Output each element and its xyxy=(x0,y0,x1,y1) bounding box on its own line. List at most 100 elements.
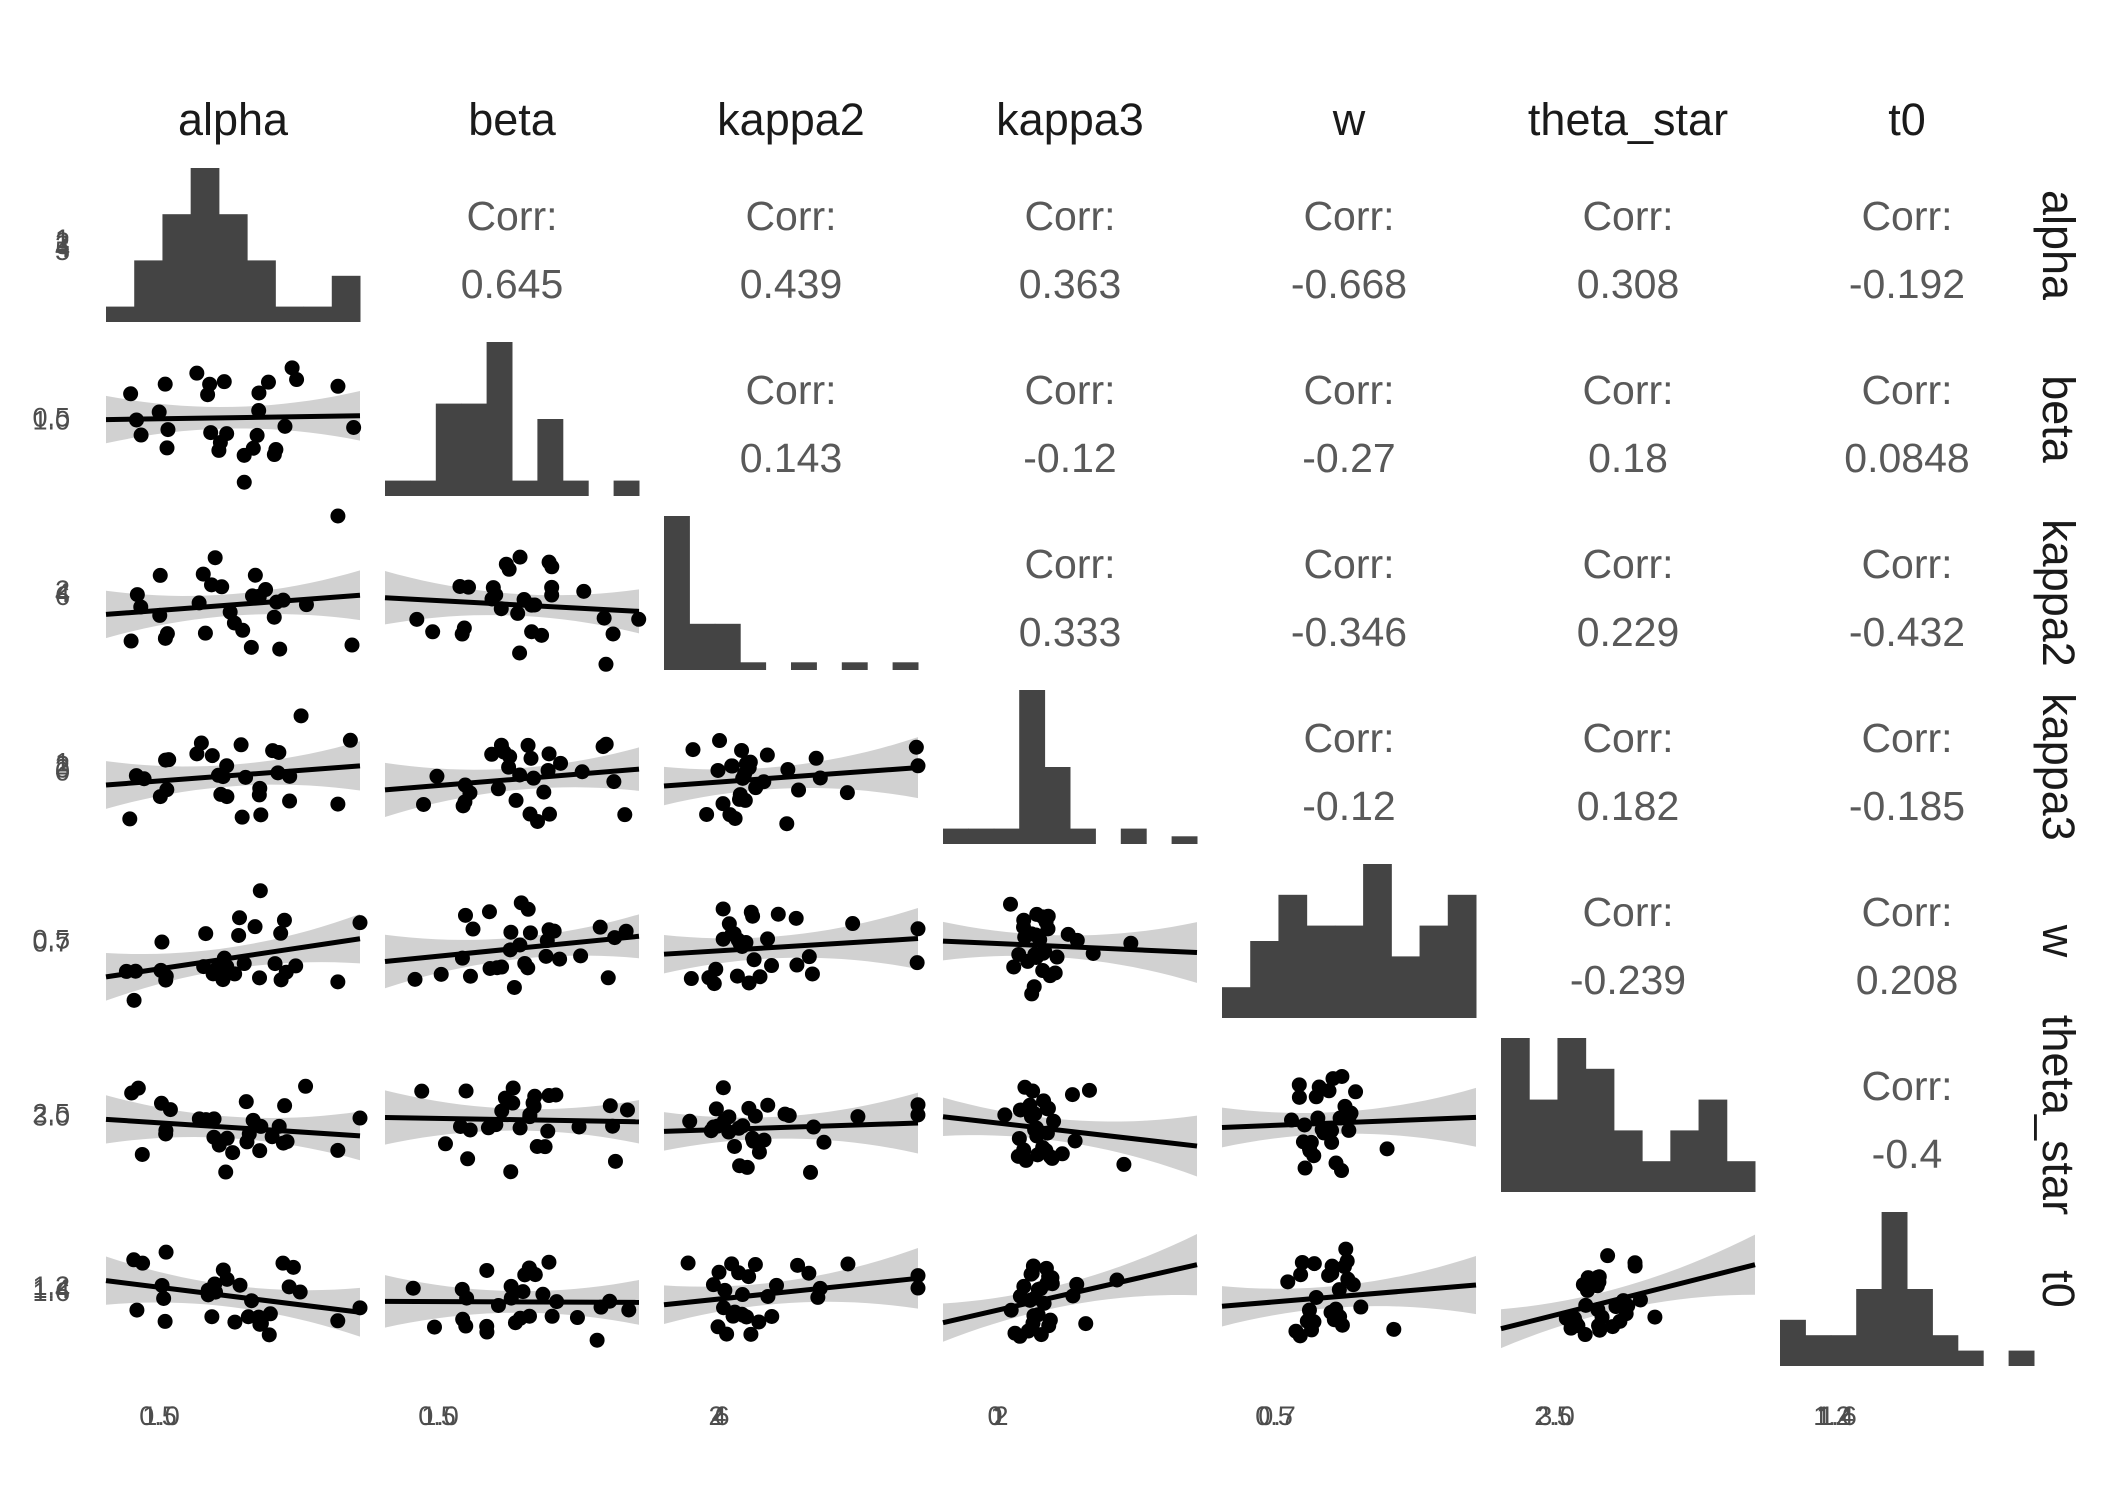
histogram-bar-kappa3-9 xyxy=(1171,836,1198,844)
histogram-bar-kappa2-7 xyxy=(841,662,868,670)
regression-line-w-beta xyxy=(384,933,640,964)
scatter-point-w-kappa2-25 xyxy=(706,976,722,992)
scatter-point-kappa2-beta-22 xyxy=(544,579,560,595)
scatter-point-w-beta-16 xyxy=(407,971,423,987)
y-tick-w-0: 0.5 xyxy=(32,925,70,955)
scatter-point-kappa3-kappa2-20 xyxy=(908,739,924,755)
histogram-bar-t0-3 xyxy=(1856,1289,1883,1366)
corr-value-kappa3-w: -0.12 xyxy=(1302,783,1395,829)
histogram-bar-kappa3-5 xyxy=(1070,828,1096,844)
x-tick-kappa2-1: 4 xyxy=(711,1401,726,1431)
scatter-point-t0-alpha-21 xyxy=(135,1255,151,1271)
scatter-point-kappa2-beta-24 xyxy=(485,580,501,596)
corr-value-alpha-t0: -0.192 xyxy=(1849,261,1965,307)
scatter-point-kappa3-beta-22 xyxy=(553,755,569,771)
y-tick-kappa2-2: 6 xyxy=(55,581,70,611)
scatter-point-w-kappa2-16 xyxy=(770,906,786,922)
scatter-point-t0-beta-21 xyxy=(426,1319,442,1335)
histogram-bar-alpha-2 xyxy=(162,214,192,322)
scatter-point-theta_star-kappa3-24 xyxy=(1046,1113,1062,1129)
scatter-point-w-kappa3-16 xyxy=(1017,929,1033,945)
scatter-point-t0-alpha-20 xyxy=(207,1276,223,1292)
scatter-point-kappa2-beta-18 xyxy=(631,611,647,627)
histogram-bar-theta_star-2 xyxy=(1557,1038,1587,1192)
scatter-point-t0-beta-18 xyxy=(621,1302,637,1318)
scatter-point-theta_star-kappa3-8 xyxy=(1067,1133,1083,1149)
scatter-point-theta_star-alpha-14 xyxy=(162,1102,178,1118)
scatter-point-t0-beta-14 xyxy=(515,1284,531,1300)
scatter-point-kappa3-beta-9 xyxy=(523,750,539,766)
scatter-point-t0-alpha-28 xyxy=(251,1309,267,1325)
scatter-point-kappa2-beta-21 xyxy=(425,624,441,640)
scatter-point-theta_star-beta-5 xyxy=(494,1103,510,1119)
scatter-point-t0-alpha-14 xyxy=(156,1290,172,1306)
histogram-bar-t0-4 xyxy=(1881,1212,1908,1366)
scatter-point-theta_star-kappa3-11 xyxy=(1040,1100,1056,1116)
scatter-point-w-alpha-13 xyxy=(236,956,252,972)
scatter-point-kappa3-beta-16 xyxy=(416,796,432,812)
scatter-point-w-kappa2-13 xyxy=(743,904,759,920)
scatter-point-w-kappa2-4 xyxy=(845,916,861,932)
corr-value-beta-kappa2: 0.143 xyxy=(740,435,843,481)
corr-value-alpha-kappa2: 0.439 xyxy=(740,261,843,307)
scatter-point-t0-w-24 xyxy=(1339,1253,1355,1269)
confidence-band-t0-theta_star xyxy=(1501,1234,1755,1349)
histogram-bar-alpha-7 xyxy=(303,306,333,322)
scatter-point-kappa3-beta-13 xyxy=(598,736,614,752)
corr-label-alpha-theta_star: Corr: xyxy=(1582,193,1673,239)
scatter-point-w-kappa2-26 xyxy=(789,957,805,973)
scatter-point-kappa3-alpha-11 xyxy=(251,787,267,803)
scatter-point-theta_star-w-21 xyxy=(1334,1163,1350,1179)
scatter-point-w-beta-1 xyxy=(481,904,497,920)
corr-label-theta_star-t0: Corr: xyxy=(1861,1063,1952,1109)
y-tick-w-1: 0.7 xyxy=(32,928,70,958)
scatter-point-beta-alpha-5 xyxy=(157,376,173,392)
scatter-point-beta-alpha-17 xyxy=(236,447,252,463)
y-tick-theta_star-1: 3.0 xyxy=(32,1102,70,1132)
row-label-kappa2: kappa2 xyxy=(2033,519,2084,667)
corr-value-beta-kappa3: -0.12 xyxy=(1023,435,1116,481)
confidence-band-w-kappa2 xyxy=(664,908,918,974)
scatter-point-theta_star-alpha-9 xyxy=(158,1126,174,1142)
scatter-point-w-alpha-10 xyxy=(252,883,268,899)
y-tick-kappa2-1: 4 xyxy=(55,578,70,608)
column-label-theta_star: theta_star xyxy=(1528,94,1728,145)
scatter-point-kappa2-beta-15 xyxy=(541,554,557,570)
corr-value-alpha-kappa3: 0.363 xyxy=(1019,261,1122,307)
scatter-point-w-beta-13 xyxy=(600,970,616,986)
scatter-point-kappa2-alpha-13 xyxy=(247,567,263,583)
regression-line-kappa2-beta xyxy=(384,595,640,614)
histogram-bar-beta-4 xyxy=(486,342,513,496)
scatter-point-theta_star-kappa2-20 xyxy=(910,1107,926,1123)
scatter-point-theta_star-kappa2-6 xyxy=(816,1134,832,1150)
scatter-point-theta_star-kappa3-16 xyxy=(1023,1109,1039,1125)
scatter-point-kappa2-alpha-22 xyxy=(195,566,211,582)
scatter-point-t0-alpha-8 xyxy=(204,1309,220,1325)
histogram-bar-w-2 xyxy=(1278,894,1308,1018)
column-label-beta: beta xyxy=(468,94,557,145)
scatter-point-kappa2-alpha-4 xyxy=(123,633,139,649)
histogram-bar-w-4 xyxy=(1334,925,1364,1018)
corr-label-kappa2-theta_star: Corr: xyxy=(1582,541,1673,587)
x-tick-theta_star-1: 3.0 xyxy=(1537,1401,1575,1431)
corr-value-kappa3-t0: -0.185 xyxy=(1849,783,1965,829)
scatter-point-t0-kappa3-21 xyxy=(1069,1276,1085,1292)
histogram-bar-t0-5 xyxy=(1907,1289,1933,1366)
corr-value-kappa2-kappa3: 0.333 xyxy=(1019,609,1122,655)
scatter-point-kappa3-kappa2-5 xyxy=(715,796,731,812)
scatter-point-kappa2-beta-26 xyxy=(510,605,526,621)
y-tick-kappa3-0: 1 xyxy=(55,748,70,778)
scatter-point-theta_star-w-23 xyxy=(1295,1134,1311,1150)
scatter-point-beta-alpha-12 xyxy=(216,374,232,390)
scatter-point-w-kappa2-14 xyxy=(715,901,731,917)
scatter-point-w-kappa2-27 xyxy=(746,952,762,968)
scatter-point-w-kappa3-27 xyxy=(1026,979,1042,995)
scatter-point-kappa3-beta-23 xyxy=(462,785,478,801)
scatter-point-kappa3-kappa2-27 xyxy=(748,780,764,796)
scatter-point-w-alpha-24 xyxy=(278,964,294,980)
scatter-point-w-beta-2 xyxy=(465,921,481,937)
scatter-point-w-kappa2-23 xyxy=(764,958,780,974)
regression-line-w-alpha xyxy=(105,936,361,980)
x-tick-kappa2-2: 6 xyxy=(714,1401,729,1431)
regression-line-theta_star-kappa2 xyxy=(663,1120,919,1134)
